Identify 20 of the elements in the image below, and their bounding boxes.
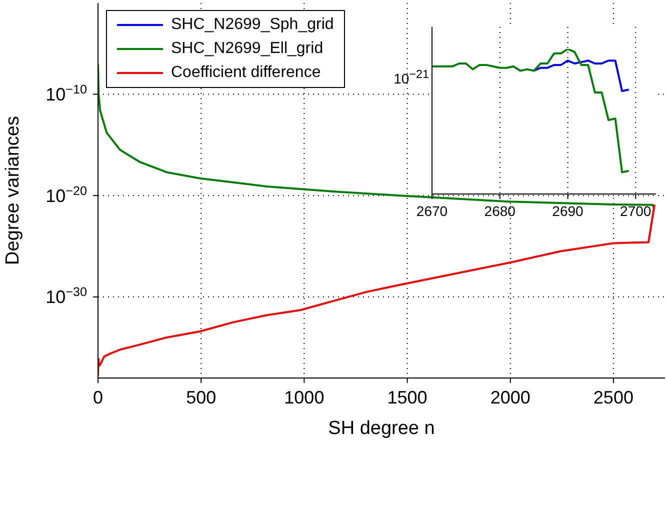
y-axis-title: Degree variances xyxy=(2,116,24,265)
x-tick-label: 1000 xyxy=(284,387,324,408)
y-tick-label: 10$^{−10}$ xyxy=(46,82,87,105)
legend-label: Coefficient difference xyxy=(171,64,321,82)
x-axis-title: SH degree n xyxy=(328,418,435,439)
x-tick-label: 0 xyxy=(92,387,104,408)
x-tick-label: 500 xyxy=(186,387,216,408)
x-tick-label: 2670 xyxy=(416,203,448,220)
x-tick-label: 2680 xyxy=(484,203,516,220)
x-tick-label: 2690 xyxy=(552,203,584,220)
legend-label: SHC_N2699_Sph_grid xyxy=(171,16,334,34)
x-tick-label: 1500 xyxy=(387,387,428,408)
annotation: 10$^{−21}$ xyxy=(394,68,429,87)
line-series xyxy=(98,204,656,377)
y-tick-label: 10$^{−30}$ xyxy=(46,285,87,308)
x-tick-label: 2700 xyxy=(620,203,652,220)
y-tick-label: 10$^{−20}$ xyxy=(46,184,87,206)
legend-label: SHC_N2699_Ell_grid xyxy=(171,40,324,58)
x-tick-label: 2500 xyxy=(593,387,634,408)
x-tick-label: 2000 xyxy=(490,387,530,408)
